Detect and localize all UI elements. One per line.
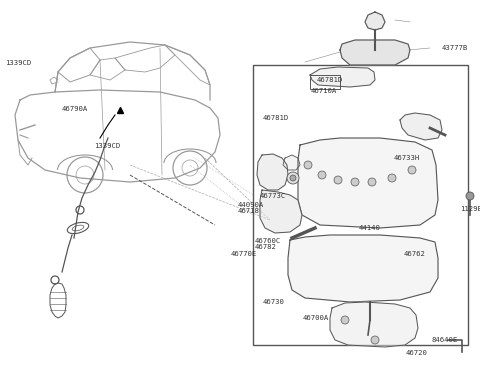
Polygon shape (298, 138, 438, 228)
Polygon shape (257, 154, 288, 190)
Text: 44090A: 44090A (238, 202, 264, 208)
Polygon shape (288, 235, 438, 302)
Text: 1339CD: 1339CD (94, 144, 120, 149)
Text: 46760C: 46760C (254, 238, 281, 244)
Text: 1339CD: 1339CD (5, 60, 31, 66)
Text: 46773C: 46773C (259, 193, 286, 199)
Circle shape (290, 175, 296, 181)
Polygon shape (310, 67, 375, 87)
Circle shape (334, 176, 342, 184)
Polygon shape (365, 12, 385, 30)
Text: 44140: 44140 (359, 225, 381, 231)
Polygon shape (283, 155, 300, 170)
Text: 46782: 46782 (254, 244, 276, 250)
Text: 46718: 46718 (238, 208, 260, 214)
Text: 46790A: 46790A (61, 106, 88, 112)
Polygon shape (340, 40, 410, 65)
Circle shape (341, 316, 349, 324)
Text: 1129EM: 1129EM (460, 206, 480, 212)
Circle shape (351, 178, 359, 186)
Circle shape (408, 166, 416, 174)
Text: 46781D: 46781D (263, 116, 289, 121)
Text: 46700A: 46700A (302, 315, 329, 321)
Text: 46762: 46762 (403, 251, 425, 257)
Circle shape (304, 161, 312, 169)
Polygon shape (260, 190, 302, 233)
Circle shape (466, 192, 474, 200)
Circle shape (371, 336, 379, 344)
Text: 43777B: 43777B (442, 45, 468, 51)
Circle shape (318, 171, 326, 179)
Circle shape (368, 178, 376, 186)
Text: 84640E: 84640E (432, 337, 458, 343)
Polygon shape (400, 113, 442, 140)
Text: 46733H: 46733H (394, 155, 420, 160)
Circle shape (287, 172, 299, 184)
Circle shape (388, 174, 396, 182)
Text: 46720: 46720 (406, 350, 428, 356)
Text: 46770E: 46770E (230, 251, 257, 257)
Polygon shape (330, 302, 418, 347)
Bar (310, 75, 340, 89)
Text: 46730: 46730 (263, 299, 285, 305)
Bar (253, 65, 468, 345)
Text: 46710A: 46710A (311, 88, 337, 94)
Text: 46781D: 46781D (317, 77, 343, 83)
